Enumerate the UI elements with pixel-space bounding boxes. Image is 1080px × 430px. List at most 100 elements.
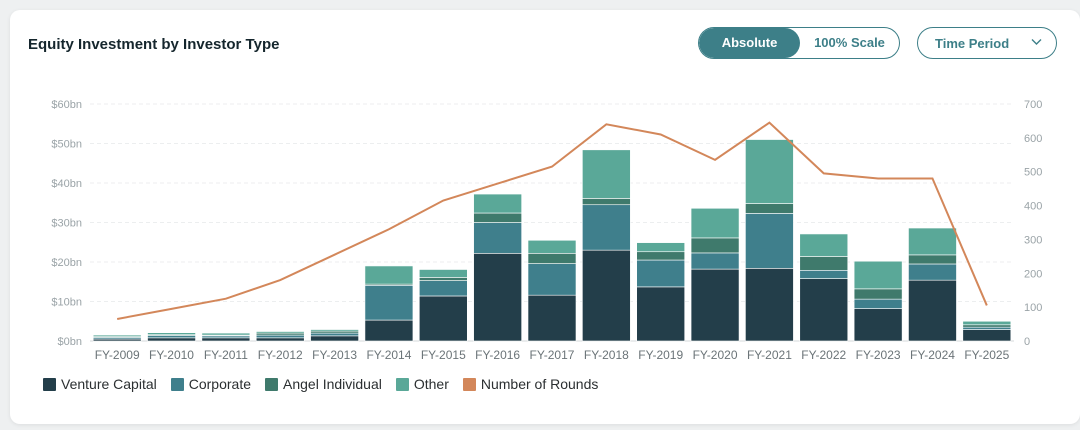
bar-segment bbox=[799, 278, 849, 342]
y-right-tick-label: 200 bbox=[1024, 268, 1042, 280]
bar-segment bbox=[418, 269, 468, 278]
bar-segment bbox=[690, 237, 740, 254]
bar-segment bbox=[799, 269, 849, 279]
bar-segment bbox=[92, 334, 142, 337]
y-left-tick-label: $50bn bbox=[51, 139, 82, 151]
bar-segment bbox=[908, 254, 957, 265]
chart-title: Equity Investment by Investor Type bbox=[28, 36, 280, 53]
legend-item-angel-individual[interactable]: Angel Individual bbox=[265, 376, 382, 392]
bar-segment bbox=[473, 193, 522, 214]
bar-segment bbox=[853, 288, 903, 300]
scale-toggle: Absolute 100% Scale bbox=[698, 27, 900, 59]
x-tick-label: FY-2017 bbox=[530, 348, 575, 362]
x-tick-label: FY-2018 bbox=[584, 348, 629, 362]
y-left-tick-label: $20bn bbox=[51, 257, 82, 269]
bar-segment bbox=[527, 253, 577, 264]
legend-label: Other bbox=[413, 376, 449, 392]
bar-segment bbox=[418, 295, 468, 342]
bar-segment bbox=[745, 203, 794, 214]
x-tick-label: FY-2020 bbox=[693, 348, 738, 362]
bar-segment bbox=[908, 279, 957, 342]
x-tick-label: FY-2009 bbox=[95, 348, 140, 362]
bar-segment bbox=[255, 331, 305, 334]
rounds-line bbox=[116, 121, 988, 320]
bar-segment bbox=[255, 337, 305, 342]
x-tick-label: FY-2011 bbox=[204, 348, 248, 362]
bar-segment bbox=[147, 335, 196, 339]
bar-segment bbox=[962, 324, 1012, 328]
bar-segment bbox=[582, 149, 631, 199]
y-right-tick-label: 300 bbox=[1024, 234, 1042, 246]
x-tick-label: FY-2021 bbox=[747, 348, 792, 362]
bar-segment bbox=[908, 227, 957, 256]
bar-segment bbox=[473, 253, 522, 342]
bar-segment bbox=[527, 294, 577, 342]
bar-segment bbox=[310, 335, 359, 342]
legend-item-other[interactable]: Other bbox=[395, 376, 449, 392]
bar-segment bbox=[690, 252, 740, 270]
y-right-tick-label: 600 bbox=[1024, 133, 1042, 145]
y-right-tick-label: 100 bbox=[1024, 302, 1042, 314]
bar-segment bbox=[582, 198, 631, 206]
y-right-tick-label: 700 bbox=[1024, 99, 1042, 111]
bar-segment bbox=[147, 332, 196, 335]
time-period-label: Time Period bbox=[935, 36, 1010, 51]
bar-segment bbox=[310, 332, 359, 337]
bar-segment bbox=[255, 334, 305, 339]
x-tick-label: FY-2015 bbox=[421, 348, 466, 362]
bar-segment bbox=[799, 256, 849, 271]
bar-segment bbox=[582, 249, 631, 342]
legend-swatch bbox=[170, 377, 184, 391]
y-right-tick-label: 0 bbox=[1024, 336, 1030, 348]
time-period-dropdown[interactable]: Time Period bbox=[917, 27, 1057, 59]
bar-segment bbox=[853, 298, 903, 309]
legend-swatch bbox=[265, 377, 278, 391]
x-tick-label: FY-2022 bbox=[801, 348, 846, 362]
y-right-tick-label: 400 bbox=[1024, 201, 1042, 213]
bar-segment bbox=[799, 233, 849, 257]
bar-segment bbox=[745, 268, 794, 342]
chart-legend: Venture Capital Corporate Angel Individu… bbox=[43, 376, 612, 392]
bar-segment bbox=[364, 319, 414, 342]
stacked-bar-chart: $0bn $10bn $20bn $30bn $40bn $50bn $60bn 0 100 20… bbox=[51, 99, 1042, 362]
x-tick-label: FY-2012 bbox=[258, 348, 303, 362]
absolute-button[interactable]: Absolute bbox=[699, 28, 800, 58]
bar-segment bbox=[908, 263, 957, 281]
x-tick-label: FY-2016 bbox=[475, 348, 520, 362]
bar-segment bbox=[853, 308, 903, 342]
bar-segment bbox=[418, 277, 468, 281]
legend-label: Angel Individual bbox=[283, 376, 382, 392]
legend-swatch bbox=[43, 377, 56, 391]
bar-segment bbox=[527, 239, 577, 254]
x-tick-label: FY-2019 bbox=[638, 348, 683, 362]
legend-item-number-of-rounds[interactable]: Number of Rounds bbox=[462, 376, 599, 392]
y-left-tick-label: $60bn bbox=[51, 99, 82, 111]
bar-segment bbox=[201, 337, 251, 342]
legend-swatch bbox=[395, 377, 409, 391]
legend-swatch bbox=[462, 377, 476, 391]
bar-segment bbox=[745, 139, 794, 204]
x-tick-label: FY-2014 bbox=[366, 348, 411, 362]
legend-label: Venture Capital bbox=[61, 376, 157, 392]
bar-segment bbox=[745, 213, 794, 269]
bar-segment bbox=[636, 286, 686, 342]
bar-segment bbox=[690, 268, 740, 342]
percent-scale-button[interactable]: 100% Scale bbox=[814, 35, 885, 50]
legend-item-corporate[interactable]: Corporate bbox=[170, 376, 251, 392]
bar-segment bbox=[582, 204, 631, 251]
bar-segment bbox=[636, 242, 686, 253]
legend-label: Corporate bbox=[188, 376, 251, 392]
legend-label: Number of Rounds bbox=[480, 376, 599, 392]
bar-segment bbox=[636, 251, 686, 261]
bar-segment bbox=[201, 332, 251, 336]
bar-segment bbox=[853, 260, 903, 290]
legend-item-venture-capital[interactable]: Venture Capital bbox=[43, 376, 157, 392]
bar-segment bbox=[962, 326, 1012, 330]
y-left-tick-label: $0bn bbox=[58, 336, 82, 348]
x-tick-label: FY-2010 bbox=[149, 348, 194, 362]
x-tick-label: FY-2024 bbox=[910, 348, 955, 362]
x-tick-label: FY-2013 bbox=[312, 348, 357, 362]
bar-segment bbox=[962, 320, 1012, 326]
bar-segment bbox=[364, 265, 414, 285]
bar-segment bbox=[690, 207, 740, 239]
